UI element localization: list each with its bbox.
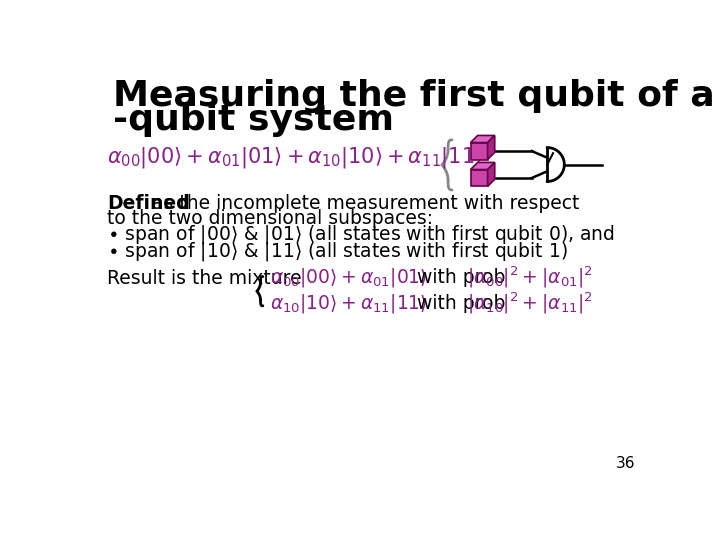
Text: as the incomplete measurement with respect: as the incomplete measurement with respe… <box>152 194 580 213</box>
Text: $|\alpha_{00}|^2 + |\alpha_{01}|^2$: $|\alpha_{00}|^2 + |\alpha_{01}|^2$ <box>467 265 593 290</box>
Polygon shape <box>487 136 495 159</box>
Text: $|\alpha_{10}|^2 + |\alpha_{11}|^2$: $|\alpha_{10}|^2 + |\alpha_{11}|^2$ <box>467 291 593 316</box>
Text: Measuring the first qubit of a two: Measuring the first qubit of a two <box>113 79 720 113</box>
Text: $\bullet\ $span of $|10\rangle$ & $|11\rangle$ (all states with first qubit 1): $\bullet\ $span of $|10\rangle$ & $|11\r… <box>107 240 568 262</box>
Text: with prob: with prob <box>417 268 505 287</box>
Text: to the two dimensional subspaces:: to the two dimensional subspaces: <box>107 210 433 228</box>
Polygon shape <box>487 163 495 186</box>
Text: with prob: with prob <box>417 294 505 313</box>
Text: $\alpha_{10}|10\rangle + \alpha_{11}|11\rangle$: $\alpha_{10}|10\rangle + \alpha_{11}|11\… <box>270 292 428 315</box>
Polygon shape <box>471 170 487 186</box>
Polygon shape <box>471 136 495 143</box>
Text: $\alpha_{00}|00\rangle + \alpha_{01}|01\rangle + \alpha_{10}|10\rangle + \alpha_: $\alpha_{00}|00\rangle + \alpha_{01}|01\… <box>107 145 483 170</box>
Polygon shape <box>471 163 495 170</box>
Text: $\bullet\ $span of $|00\rangle$ & $|01\rangle$ (all states with first qubit 0), : $\bullet\ $span of $|00\rangle$ & $|01\r… <box>107 224 615 246</box>
Text: Result is the mixture: Result is the mixture <box>107 269 302 288</box>
Text: $\alpha_{00}|00\rangle + \alpha_{01}|01\rangle$: $\alpha_{00}|00\rangle + \alpha_{01}|01\… <box>270 266 428 289</box>
Polygon shape <box>471 143 487 159</box>
Text: Defined: Defined <box>107 194 189 213</box>
Text: -qubit system: -qubit system <box>113 103 395 137</box>
Text: 36: 36 <box>616 456 635 471</box>
